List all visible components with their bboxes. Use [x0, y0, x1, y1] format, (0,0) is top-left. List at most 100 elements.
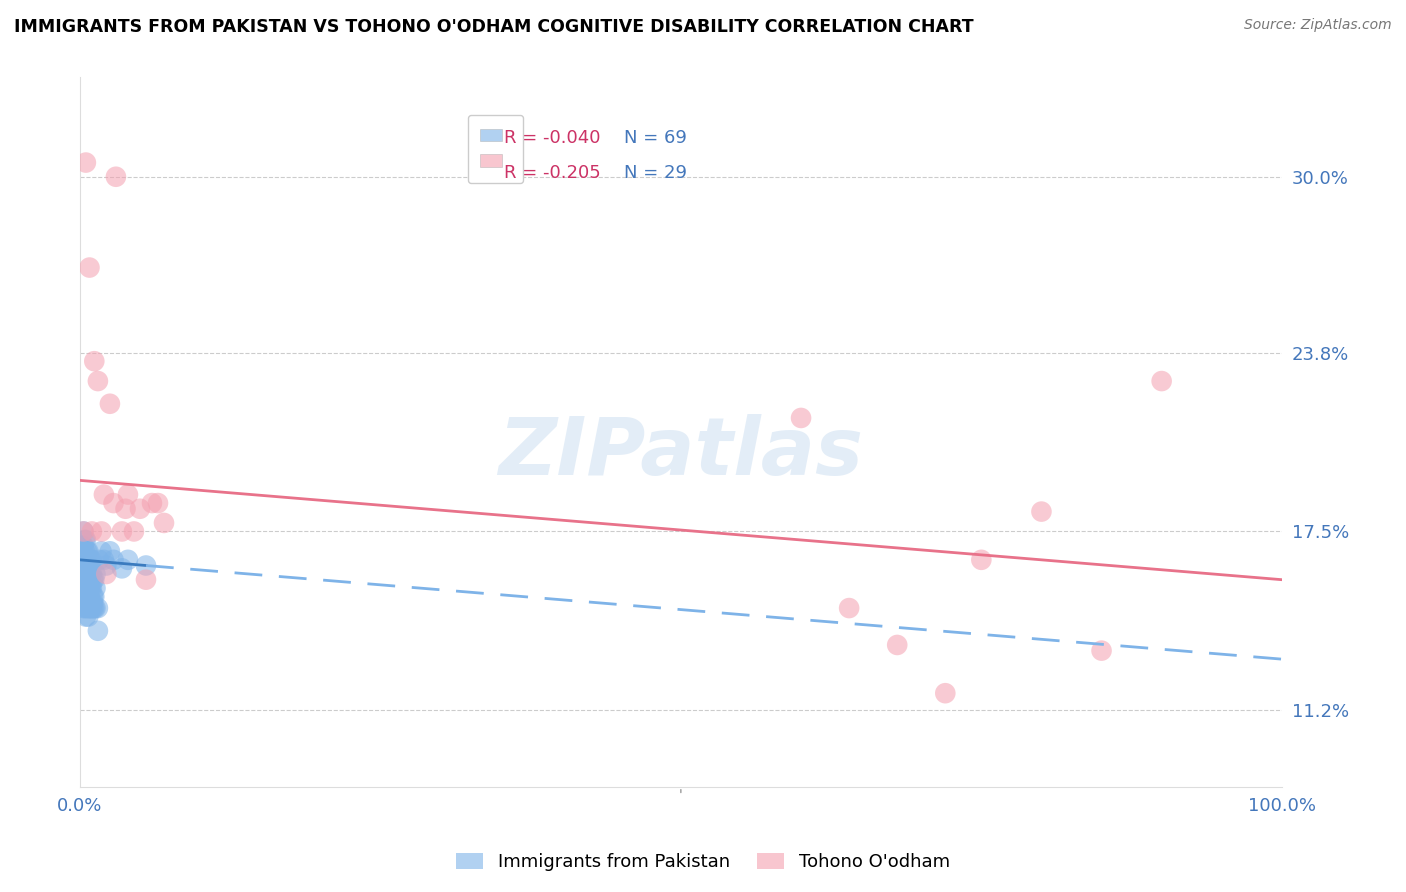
- Point: [79, 567, 101, 582]
- Point: [1090, 643, 1112, 657]
- Text: N = 29: N = 29: [624, 164, 688, 182]
- Point: [80, 581, 103, 595]
- Point: [1031, 505, 1053, 519]
- Point: [73, 533, 96, 547]
- Point: [146, 496, 169, 510]
- Point: [90, 524, 112, 539]
- Point: [80, 553, 103, 567]
- Point: [111, 561, 134, 575]
- Point: [87, 553, 110, 567]
- Point: [80, 595, 103, 609]
- Point: [80, 567, 103, 582]
- Point: [80, 601, 103, 615]
- Point: [72, 601, 94, 615]
- Point: [141, 496, 163, 510]
- Point: [103, 553, 125, 567]
- Point: [72, 524, 94, 539]
- Point: [77, 544, 100, 558]
- Point: [790, 411, 813, 425]
- Legend: , : ,: [468, 115, 523, 184]
- Point: [76, 544, 98, 558]
- Point: [84, 581, 107, 595]
- Point: [114, 501, 136, 516]
- Point: [77, 573, 100, 587]
- Point: [79, 595, 101, 609]
- Point: [98, 397, 121, 411]
- Point: [72, 567, 94, 582]
- Point: [79, 553, 101, 567]
- Point: [73, 590, 96, 604]
- Point: [77, 581, 100, 595]
- Point: [72, 539, 94, 553]
- Text: ZIPatlas: ZIPatlas: [498, 415, 863, 492]
- Point: [79, 601, 101, 615]
- Point: [87, 624, 110, 638]
- Point: [72, 539, 94, 553]
- Point: [75, 155, 97, 169]
- Point: [87, 374, 110, 388]
- Point: [76, 567, 98, 582]
- Point: [83, 354, 105, 368]
- Point: [79, 260, 101, 275]
- Point: [73, 567, 96, 582]
- Point: [886, 638, 908, 652]
- Point: [72, 524, 94, 539]
- Point: [73, 601, 96, 615]
- Point: [103, 496, 125, 510]
- Point: [84, 601, 107, 615]
- Point: [82, 595, 104, 609]
- Point: [82, 601, 104, 615]
- Point: [72, 595, 94, 609]
- Point: [111, 524, 134, 539]
- Point: [104, 169, 127, 184]
- Point: [77, 590, 100, 604]
- Point: [72, 553, 94, 567]
- Point: [93, 553, 115, 567]
- Point: [122, 524, 145, 539]
- Point: [79, 558, 101, 573]
- Point: [153, 516, 176, 530]
- Point: [75, 581, 97, 595]
- Point: [82, 590, 104, 604]
- Point: [79, 581, 101, 595]
- Point: [77, 609, 100, 624]
- Point: [135, 573, 157, 587]
- Point: [82, 573, 104, 587]
- Point: [83, 590, 105, 604]
- Point: [83, 601, 105, 615]
- Point: [93, 487, 115, 501]
- Point: [84, 567, 107, 582]
- Point: [96, 558, 118, 573]
- Point: [83, 573, 105, 587]
- Text: R = -0.205: R = -0.205: [505, 164, 600, 182]
- Point: [77, 561, 100, 575]
- Point: [1150, 374, 1173, 388]
- Point: [934, 686, 956, 700]
- Point: [129, 501, 152, 516]
- Text: N = 69: N = 69: [624, 128, 688, 147]
- Text: Source: ZipAtlas.com: Source: ZipAtlas.com: [1244, 18, 1392, 32]
- Point: [117, 487, 139, 501]
- Point: [79, 567, 101, 582]
- Point: [90, 544, 112, 558]
- Point: [96, 567, 118, 582]
- Point: [73, 581, 96, 595]
- Point: [79, 590, 101, 604]
- Point: [73, 544, 96, 558]
- Point: [838, 601, 860, 615]
- Point: [75, 533, 97, 547]
- Text: IMMIGRANTS FROM PAKISTAN VS TOHONO O'ODHAM COGNITIVE DISABILITY CORRELATION CHAR: IMMIGRANTS FROM PAKISTAN VS TOHONO O'ODH…: [14, 18, 974, 36]
- Legend: Immigrants from Pakistan, Tohono O'odham: Immigrants from Pakistan, Tohono O'odham: [449, 846, 957, 879]
- Text: R = -0.040: R = -0.040: [505, 128, 600, 147]
- Point: [76, 601, 98, 615]
- Point: [76, 581, 98, 595]
- Point: [98, 544, 121, 558]
- Point: [135, 558, 157, 573]
- Point: [72, 573, 94, 587]
- Point: [75, 609, 97, 624]
- Point: [72, 581, 94, 595]
- Point: [75, 595, 97, 609]
- Point: [80, 524, 103, 539]
- Point: [75, 567, 97, 582]
- Point: [79, 601, 101, 615]
